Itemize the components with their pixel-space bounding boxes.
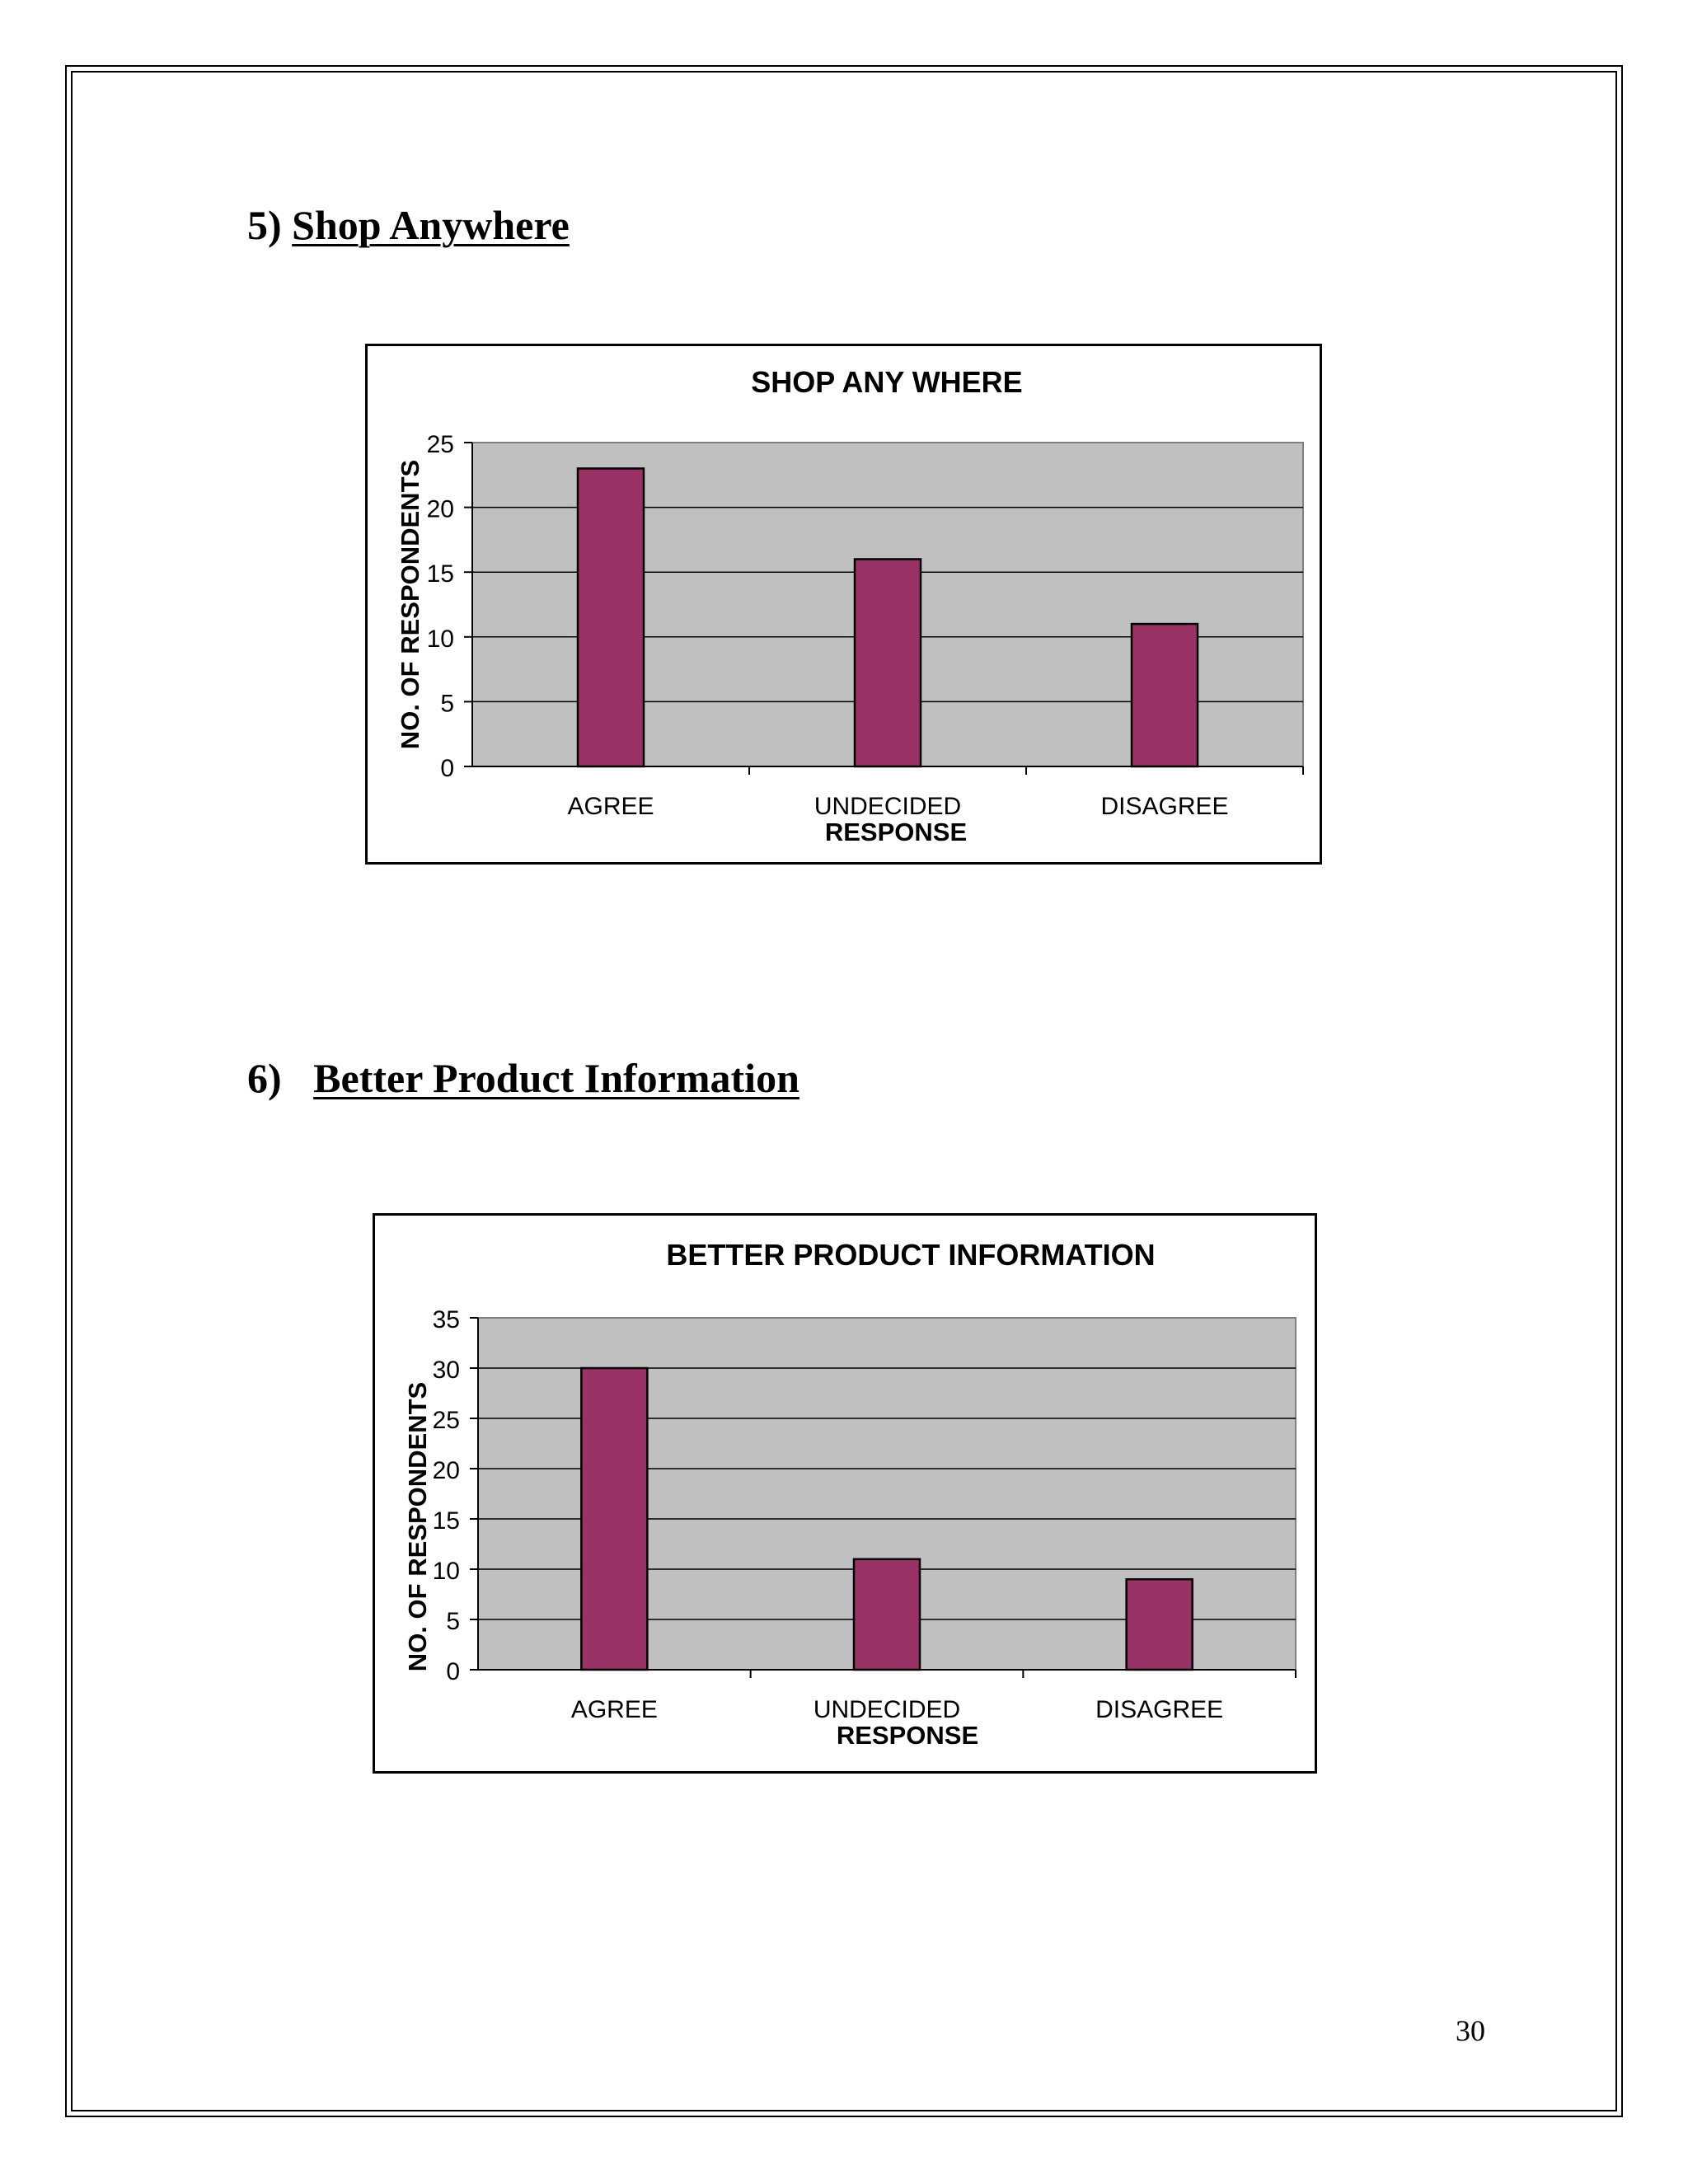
y-tick-label: 20 <box>427 496 454 523</box>
x-category-label: DISAGREE <box>1100 793 1228 820</box>
x-category-label: AGREE <box>571 1696 658 1723</box>
x-category-label: DISAGREE <box>1095 1696 1223 1723</box>
section-number: 6) <box>247 1055 282 1101</box>
chart-better-product-information: BETTER PRODUCT INFORMATION 0 5 10 15 20 25 30 35… <box>373 1213 1317 1774</box>
chart-title: BETTER PRODUCT INFORMATION <box>666 1238 1155 1272</box>
y-tick-label: 30 <box>433 1357 460 1384</box>
y-tick-label: 25 <box>433 1407 460 1434</box>
bar-disagree <box>1130 622 1199 768</box>
y-tick-label: 0 <box>446 1658 460 1685</box>
section-number: 5) <box>247 202 282 248</box>
chart-shop-anywhere: SHOP ANY WHERE 0 5 10 15 20 25 AGREE UNDECIDED DI… <box>365 344 1322 865</box>
y-tick-label: 10 <box>427 626 454 653</box>
page-border-outer <box>65 65 1623 2117</box>
section-title: Shop Anywhere <box>292 202 570 248</box>
y-axis-label: NO. OF RESPONDENTS <box>396 460 424 749</box>
section-title: Better Product Information <box>313 1055 799 1101</box>
section-heading-shop-anywhere: 5) Shop Anywhere <box>247 204 570 246</box>
bar-agree <box>576 467 645 768</box>
page-number: 30 <box>1456 2014 1485 2047</box>
y-tick-label: 5 <box>446 1608 460 1635</box>
x-axis-label: RESPONSE <box>837 1721 978 1750</box>
chart-title: SHOP ANY WHERE <box>751 365 1022 399</box>
y-axis-label: NO. OF RESPONDENTS <box>403 1382 432 1671</box>
x-category-label: AGREE <box>567 793 654 820</box>
y-tick-label: 10 <box>433 1558 460 1585</box>
y-tick-label: 25 <box>427 431 454 458</box>
x-category-label: UNDECIDED <box>814 1696 960 1723</box>
chart-svg-better-product-information: BETTER PRODUCT INFORMATION 0 5 10 15 20 25 30 35… <box>403 1238 1296 1750</box>
y-tick-label: 0 <box>440 755 454 782</box>
y-tick-label: 5 <box>440 690 454 717</box>
chart-svg-shop-anywhere: SHOP ANY WHERE 0 5 10 15 20 25 AGREE UNDECIDED DI… <box>396 365 1304 846</box>
y-tick-label: 20 <box>433 1457 460 1484</box>
bar-agree <box>580 1366 649 1671</box>
page-border-inner <box>71 71 1617 2111</box>
bar-undecided <box>852 1558 921 1671</box>
x-category-label: UNDECIDED <box>814 793 961 820</box>
x-axis-label: RESPONSE <box>825 818 967 846</box>
bar-disagree <box>1125 1577 1193 1671</box>
section-heading-better-product-information: 6) Better Product Information <box>247 1057 799 1099</box>
bar-undecided <box>853 558 922 768</box>
y-tick-label: 15 <box>433 1507 460 1535</box>
y-tick-label: 35 <box>433 1306 460 1333</box>
y-tick-label: 15 <box>427 560 454 588</box>
